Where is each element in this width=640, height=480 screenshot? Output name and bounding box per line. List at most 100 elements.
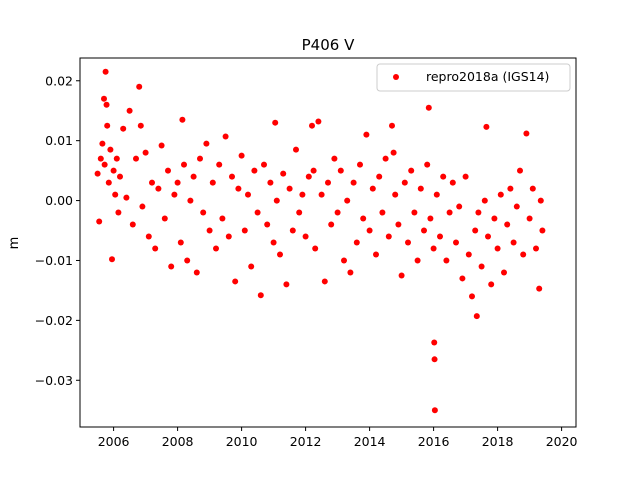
data-point [129, 221, 136, 228]
data-point [277, 251, 283, 258]
data-point [462, 173, 469, 180]
data-point [222, 133, 229, 140]
y-tick-label: 0.00 [45, 193, 73, 208]
data-point [96, 218, 103, 225]
data-point [507, 185, 514, 192]
data-point [136, 83, 143, 90]
chart-title: P406 V [302, 36, 355, 54]
data-point [331, 155, 338, 162]
x-tick-label: 2010 [226, 434, 258, 449]
data-point [537, 197, 544, 204]
legend-marker [393, 74, 399, 80]
data-point [155, 185, 162, 192]
data-point [152, 245, 159, 252]
data-point [341, 257, 347, 264]
data-point [179, 116, 186, 123]
data-point [318, 191, 325, 198]
data-point [232, 278, 239, 285]
data-point [174, 179, 181, 186]
data-point [193, 269, 200, 276]
data-point [206, 227, 213, 234]
data-point [133, 155, 139, 162]
y-axis: −0.03 −0.02 −0.01 0.00 0.01 0.02 [35, 73, 80, 388]
data-point [501, 269, 507, 276]
data-point [443, 257, 450, 264]
data-point [103, 101, 110, 108]
data-point [165, 167, 171, 174]
legend-box [376, 63, 571, 92]
data-point [296, 209, 303, 216]
data-point [245, 191, 251, 198]
data-point [94, 170, 101, 177]
data-point [510, 239, 517, 246]
data-point [289, 227, 296, 234]
data-point [115, 209, 122, 216]
data-point [472, 227, 479, 234]
y-tick-label: 0.02 [45, 73, 73, 88]
data-point [200, 209, 207, 216]
data-point [475, 209, 482, 216]
data-point [328, 221, 335, 228]
x-tick-label: 2012 [290, 434, 322, 449]
data-point [299, 191, 306, 198]
data-point [123, 194, 130, 201]
data-point [261, 161, 267, 168]
x-tick-label: 2008 [162, 434, 194, 449]
data-point [235, 185, 242, 192]
data-point [431, 339, 438, 346]
data-point [485, 233, 491, 240]
data-point [382, 155, 389, 162]
data-point [102, 68, 109, 75]
data-point [286, 185, 293, 192]
data-point [105, 179, 112, 186]
data-point [254, 209, 261, 216]
x-tick-label: 2006 [98, 434, 130, 449]
data-point [424, 161, 431, 168]
data-point [184, 257, 191, 264]
data-point [357, 161, 363, 168]
data-point [385, 233, 392, 240]
data-point [104, 122, 111, 129]
data-point [213, 245, 219, 252]
data-point [408, 167, 415, 174]
data-point [398, 272, 405, 279]
x-axis: 2006 2008 2010 2012 2014 2016 2018 2020 [98, 427, 578, 449]
data-point [449, 179, 456, 186]
data-point [363, 131, 370, 138]
data-point [469, 293, 475, 300]
data-point [225, 233, 232, 240]
data-point [392, 191, 399, 198]
y-tick-label: −0.02 [35, 313, 73, 328]
data-point [312, 245, 319, 252]
data-point [197, 155, 203, 162]
data-point [344, 197, 351, 204]
data-point [433, 191, 440, 198]
data-point [273, 197, 280, 204]
x-tick-label: 2020 [546, 434, 578, 449]
data-point [248, 263, 255, 270]
y-tick-label: −0.01 [35, 253, 73, 268]
data-point [536, 285, 543, 292]
data-point [360, 215, 367, 222]
x-tick-label: 2018 [482, 434, 514, 449]
data-point [168, 263, 175, 270]
data-point [366, 227, 373, 234]
data-point [238, 152, 245, 159]
data-point [161, 215, 168, 222]
data-point [459, 275, 466, 282]
data-point [113, 155, 120, 162]
data-point [369, 185, 376, 192]
data-point [293, 146, 299, 153]
data-point [488, 281, 495, 288]
data-point [101, 95, 107, 102]
data-point [483, 123, 490, 130]
data-point [494, 245, 501, 252]
y-axis-label: m [7, 237, 22, 250]
data-point [302, 233, 309, 240]
data-point [139, 203, 146, 210]
data-point [337, 167, 344, 174]
data-point [347, 269, 354, 276]
data-point [158, 142, 165, 149]
data-point [97, 155, 104, 162]
data-point [251, 167, 258, 174]
